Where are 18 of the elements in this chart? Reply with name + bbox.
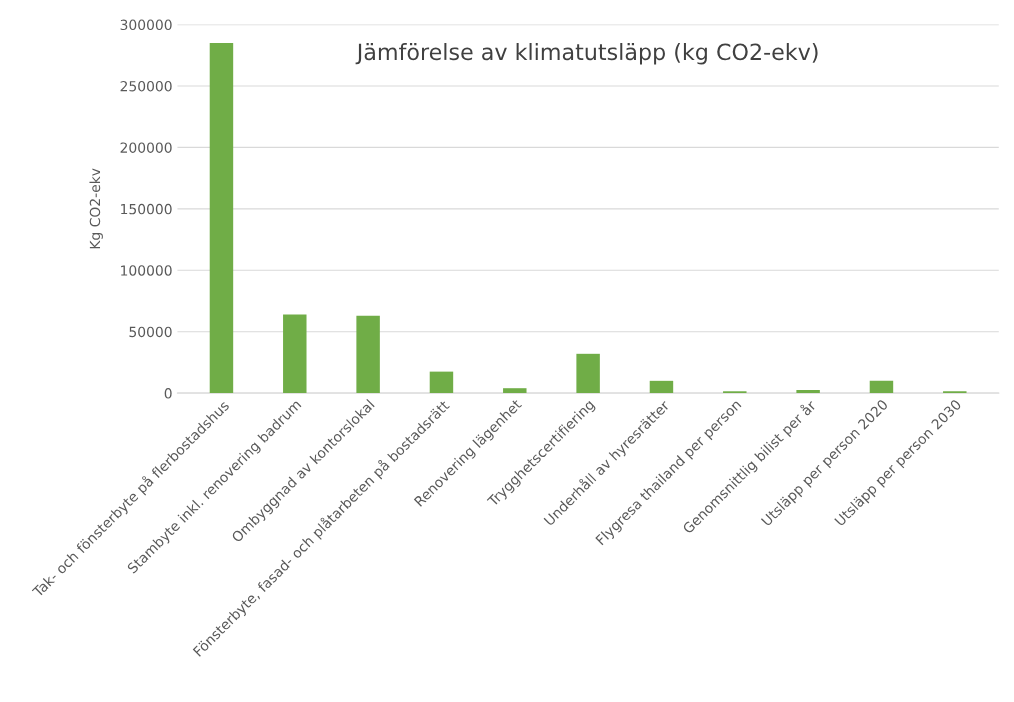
y-tick-label: 300000 [120,19,172,31]
bar [209,43,234,394]
bar [869,380,894,394]
bar [649,380,674,394]
y-axis-title: Kg CO2-ekv [89,168,103,249]
text: Jämförelse av klimatutsläpp (kg CO2-ekv) [355,43,818,65]
bar [796,390,820,394]
bar [429,371,454,394]
y-tick-label: 200000 [120,142,172,153]
y-tick-label: 250000 [120,80,172,92]
y-tick-label: 150000 [121,203,172,215]
y-tick-label: 0 [164,388,172,399]
y-tick-label: 100000 [121,265,172,276]
bar [576,353,600,394]
bar [283,314,307,394]
bar [356,315,380,394]
y-tick-label: 50000 [129,326,172,338]
bar [503,388,527,394]
